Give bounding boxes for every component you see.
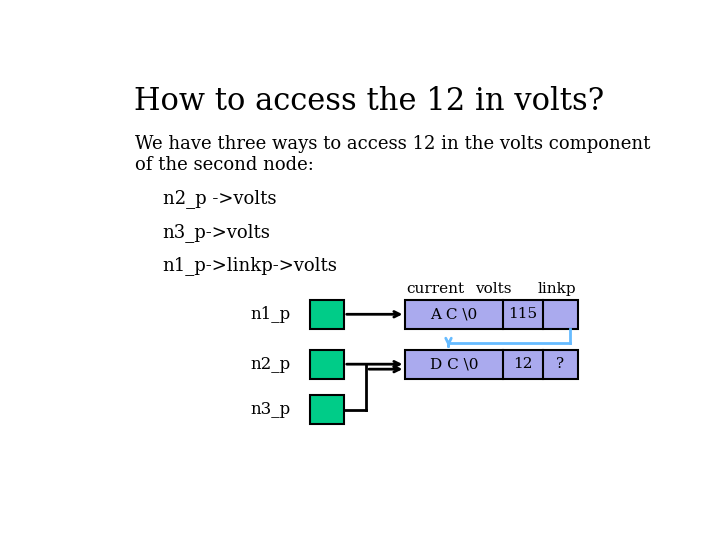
- Text: n2_p ->volts: n2_p ->volts: [163, 190, 276, 208]
- Text: We have three ways to access 12 in the volts component
of the second node:: We have three ways to access 12 in the v…: [135, 136, 650, 174]
- Text: How to access the 12 in volts?: How to access the 12 in volts?: [134, 85, 604, 117]
- FancyBboxPatch shape: [310, 300, 344, 329]
- Text: n3_p->volts: n3_p->volts: [163, 223, 271, 242]
- FancyBboxPatch shape: [310, 395, 344, 424]
- Text: 115: 115: [508, 307, 537, 321]
- FancyBboxPatch shape: [310, 349, 344, 379]
- Text: ?: ?: [557, 357, 564, 371]
- Text: D C \0: D C \0: [430, 357, 478, 371]
- Text: current: current: [406, 281, 464, 295]
- Text: A C \0: A C \0: [431, 307, 478, 321]
- FancyBboxPatch shape: [405, 300, 578, 329]
- Text: n1_p->linkp->volts: n1_p->linkp->volts: [163, 256, 338, 275]
- Text: n1_p: n1_p: [251, 306, 291, 323]
- Text: 12: 12: [513, 357, 533, 371]
- FancyBboxPatch shape: [405, 349, 578, 379]
- Text: volts: volts: [474, 281, 511, 295]
- Text: linkp: linkp: [537, 281, 576, 295]
- Text: n2_p: n2_p: [251, 356, 291, 373]
- Text: n3_p: n3_p: [251, 401, 291, 418]
